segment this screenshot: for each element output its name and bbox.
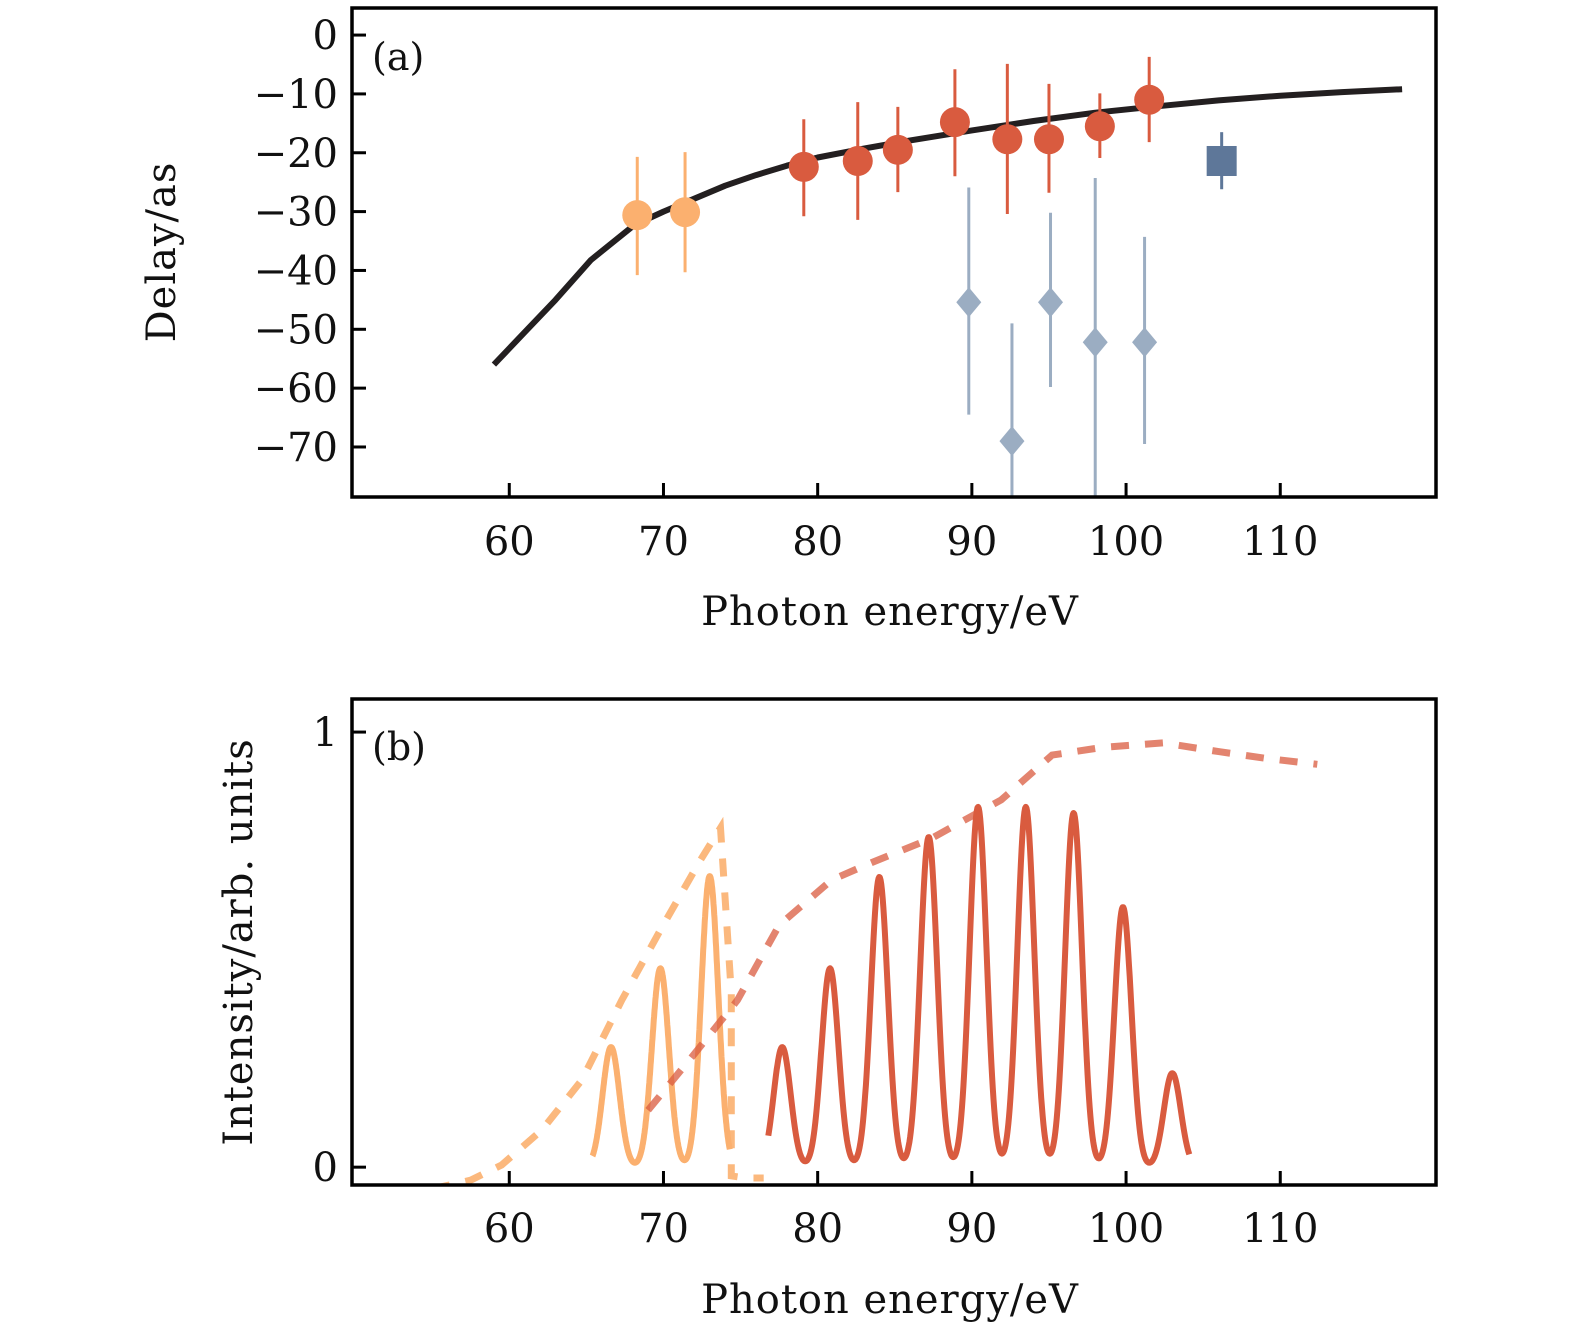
red-circle-marker: [1084, 111, 1115, 142]
x-tick-label: 90: [946, 519, 997, 565]
red-circle-marker: [788, 151, 819, 182]
red-circle-marker: [842, 145, 873, 176]
theory-curve-series: [491, 86, 1403, 367]
panel-b-plot-area: [433, 739, 1318, 1185]
grey-diamond-marker: [1132, 327, 1158, 358]
orange-circle-marker: [622, 200, 653, 231]
red-circle-marker: [939, 107, 970, 138]
x-tick-label: 60: [484, 1206, 535, 1252]
grey-diamond-marker: [999, 426, 1025, 457]
grey-diamond-marker: [1038, 287, 1064, 318]
panel-a: 60 70 80 90 100 110 0 −10 −20 −30 −40 −50 −60 −70 (a…: [139, 6, 1438, 635]
x-tick-label: 110: [1242, 519, 1318, 565]
orange-harmonics-line: [589, 873, 733, 1166]
x-tick-label: 70: [638, 519, 689, 565]
x-tick-label: 80: [792, 1206, 843, 1252]
panel-b-label: (b): [372, 725, 426, 769]
x-tick-label: 60: [484, 519, 535, 565]
panel-a-y-ticks: 0 −10 −20 −30 −40 −50 −60 −70: [254, 13, 366, 471]
orange-circle-marker: [670, 197, 701, 228]
y-tick-label: −20: [254, 131, 338, 177]
panel-b-frame: [350, 697, 1438, 1187]
x-tick-label: 90: [946, 1206, 997, 1252]
grey-diamonds-series: [956, 178, 1158, 497]
y-tick-label: 0: [313, 13, 338, 59]
x-tick-label: 100: [1088, 519, 1164, 565]
red-circles-series: [788, 56, 1165, 220]
y-tick-label: −50: [254, 307, 338, 353]
y-tick-label: 0: [313, 1145, 338, 1191]
panel-a-plot-area: [491, 56, 1403, 497]
x-tick-label: 110: [1242, 1206, 1318, 1252]
orange-envelope-series: [433, 816, 764, 1185]
panel-b-x-axis-title: Photon energy/eV: [701, 1277, 1079, 1323]
orange-circles-series: [622, 152, 701, 276]
y-tick-label: −70: [254, 425, 338, 471]
red-circle-marker: [1134, 84, 1165, 115]
red-envelope-series: [645, 739, 1318, 1113]
orange-harmonics-series: [589, 873, 733, 1166]
orange-envelope-dashed-line: [433, 816, 764, 1185]
y-tick-label: −40: [254, 248, 338, 294]
red-circle-marker: [992, 124, 1023, 155]
grey-diamond-marker: [1082, 327, 1108, 358]
y-tick-label: −10: [254, 72, 338, 118]
x-tick-label: 100: [1088, 1206, 1164, 1252]
panel-a-y-axis-title: Delay/as: [139, 162, 185, 343]
red-harmonics-line: [765, 803, 1193, 1166]
panel-b-x-ticks: 60 70 80 90 100 110: [484, 1171, 1318, 1252]
red-envelope-dashed-line: [645, 739, 1318, 1113]
panel-a-frame: [350, 6, 1438, 499]
theory-curve-line: [491, 86, 1403, 367]
panel-b-y-axis-title: Intensity/arb. units: [216, 738, 262, 1145]
x-tick-label: 80: [792, 519, 843, 565]
red-harmonics-series: [765, 803, 1193, 1166]
panel-b: 60 70 80 90 100 110 01 (b) Photon energy/eV I…: [216, 697, 1438, 1323]
y-tick-label: −30: [254, 190, 338, 236]
blue-square-marker: [1206, 145, 1237, 176]
panel-a-label: (a): [372, 35, 424, 79]
grey-diamond-marker: [956, 287, 982, 318]
red-circle-marker: [882, 134, 913, 165]
blue-square-series: [1206, 132, 1237, 190]
y-tick-label: 1: [313, 710, 338, 756]
y-tick-label: −60: [254, 366, 338, 412]
x-tick-label: 70: [638, 1206, 689, 1252]
panel-b-y-ticks: 01: [313, 710, 366, 1191]
panel-a-x-ticks: 60 70 80 90 100 110: [484, 483, 1318, 565]
red-circle-marker: [1033, 124, 1064, 155]
panel-a-x-axis-title: Photon energy/eV: [701, 589, 1079, 635]
